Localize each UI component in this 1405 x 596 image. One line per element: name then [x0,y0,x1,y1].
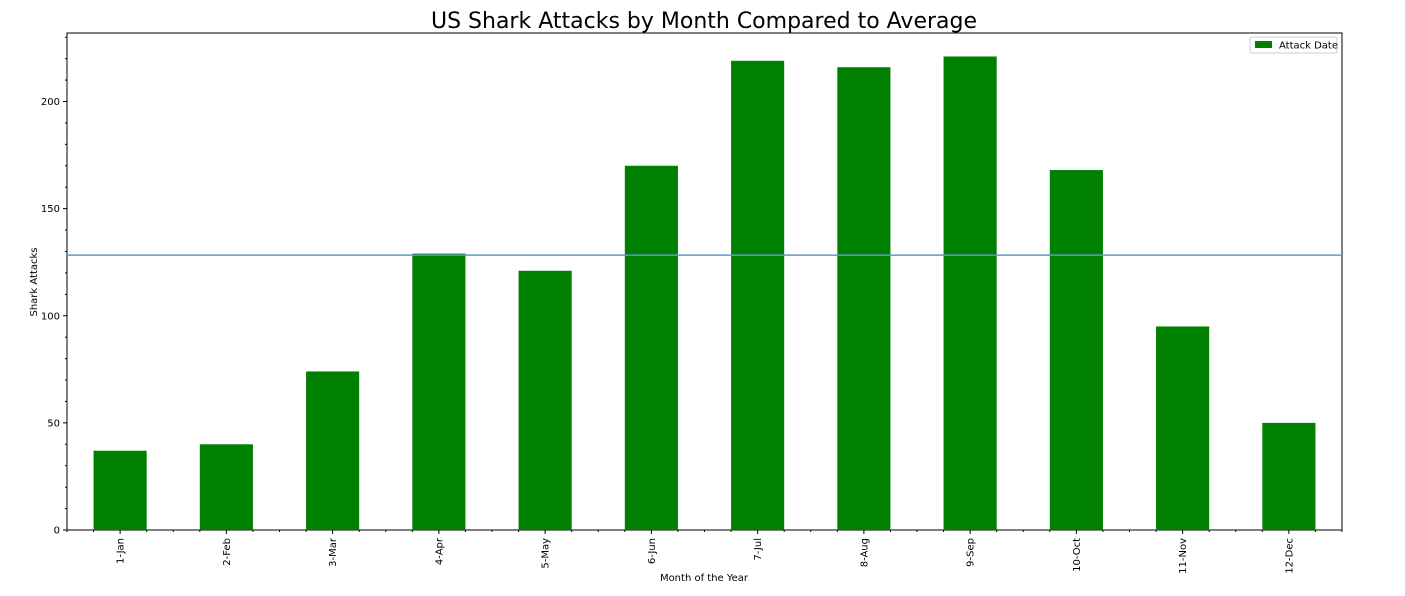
x-tick-label-3-Mar: 3-Mar [328,537,339,567]
x-tick-label-10-Oct: 10-Oct [1072,538,1083,572]
x-tick-label-12-Dec: 12-Dec [1284,538,1295,574]
bar-2-Feb [199,444,253,530]
bar-10-Oct [1049,170,1103,530]
x-tick-label-8-Aug: 8-Aug [859,538,870,567]
x-tick-label-7-Jul: 7-Jul [753,538,764,561]
x-tick-label-5-May: 5-May [541,538,552,569]
y-tick-label-50: 50 [47,418,60,429]
bars-group [93,56,1316,530]
x-tick-label-2-Feb: 2-Feb [222,538,233,566]
y-tick-label-100: 100 [41,311,60,322]
y-axis: 0 50 100 150 200 [41,36,67,537]
bar-11-Nov [1156,326,1210,530]
x-tick-label-9-Sep: 9-Sep [966,538,977,567]
bar-5-May [518,270,572,530]
chart-title: US Shark Attacks by Month Compared to Av… [431,9,977,34]
bar-1-Jan [93,450,147,530]
bar-7-Jul [731,60,785,530]
plot-area [66,32,1343,531]
legend-swatch [1255,41,1272,48]
bar-3-Mar [306,371,360,530]
y-tick-label-150: 150 [41,204,60,215]
x-tick-label-6-Jun: 6-Jun [647,538,658,564]
x-axis-label: Month of the Year [660,573,749,584]
bar-6-Jun [624,165,678,530]
bar-9-Sep [943,56,997,530]
x-tick-label-1-Jan: 1-Jan [116,538,127,564]
y-tick-label-200: 200 [41,97,60,108]
legend: Attack Date [1249,36,1338,54]
bar-12-Dec [1262,422,1316,530]
plot-frame [66,32,1343,531]
legend-label: Attack Date [1279,41,1338,52]
y-tick-label-0: 0 [54,526,60,537]
bar-8-Aug [837,67,891,530]
x-tick-label-4-Apr: 4-Apr [434,537,445,565]
y-axis-label: Shark Attacks [29,247,40,316]
x-axis: 1-Jan 2-Feb 3-Mar 4-Apr 5-May 6-Jun 7-Jul 8-Aug… [66,530,1343,574]
bar-4-Apr [412,253,466,530]
x-tick-label-11-Nov: 11-Nov [1178,538,1189,574]
